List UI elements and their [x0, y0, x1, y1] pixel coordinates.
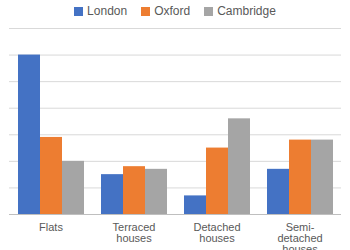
svg-text:Terracedhouses: Terracedhouses [113, 221, 156, 244]
svg-text:Flats: Flats [39, 221, 63, 233]
html-text:Oxford: Oxford [154, 4, 191, 18]
svg-text:Detachedhouses: Detachedhouses [193, 221, 240, 244]
html-text:Cambridge: Cambridge [217, 4, 276, 18]
html-text:London: London [87, 4, 128, 18]
svg-text:Semi-detachedhouses: Semi-detachedhouses [277, 221, 322, 250]
